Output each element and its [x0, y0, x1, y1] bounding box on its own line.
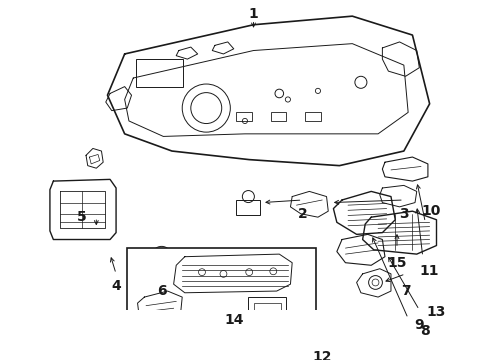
Bar — [305, 112, 320, 121]
Bar — [136, 59, 183, 87]
Bar — [270, 112, 285, 121]
Bar — [247, 297, 285, 327]
Text: 11: 11 — [419, 264, 439, 278]
Text: 8: 8 — [420, 324, 429, 338]
Bar — [127, 248, 316, 343]
Text: 3: 3 — [398, 207, 408, 221]
Bar — [253, 303, 281, 322]
Text: 13: 13 — [426, 305, 445, 319]
Bar — [236, 112, 251, 121]
Text: 7: 7 — [400, 284, 409, 298]
Text: 2: 2 — [297, 207, 307, 221]
Text: 6: 6 — [157, 284, 166, 298]
Text: 1: 1 — [248, 6, 258, 21]
Text: 5: 5 — [77, 210, 86, 224]
Text: 10: 10 — [421, 204, 440, 218]
Bar — [236, 200, 260, 215]
Text: 12: 12 — [312, 350, 331, 360]
Text: 15: 15 — [386, 256, 406, 270]
Text: 14: 14 — [224, 313, 243, 327]
Text: 9: 9 — [414, 318, 423, 332]
Text: 4: 4 — [111, 279, 121, 293]
